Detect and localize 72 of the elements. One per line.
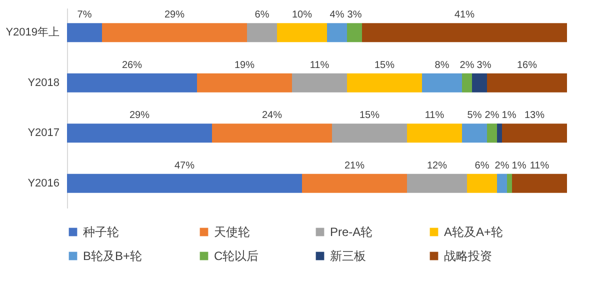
legend-label: B轮及B+轮 bbox=[83, 249, 142, 263]
bar bbox=[212, 124, 332, 143]
bar bbox=[512, 174, 567, 193]
bar bbox=[487, 124, 497, 143]
legend-label: 种子轮 bbox=[83, 225, 119, 239]
data-label: 3% bbox=[347, 10, 362, 21]
bar bbox=[362, 23, 567, 42]
legend-label: Pre-A轮 bbox=[330, 225, 373, 239]
bar bbox=[277, 23, 327, 42]
bar bbox=[67, 23, 102, 42]
legend-label: 天使轮 bbox=[214, 225, 250, 239]
data-label: 4% bbox=[330, 10, 344, 21]
y-tick-label: Y2018 bbox=[28, 76, 60, 89]
bar bbox=[462, 124, 487, 143]
bar bbox=[292, 73, 347, 92]
legend-label: A轮及A+轮 bbox=[444, 225, 504, 239]
data-label: 15% bbox=[359, 110, 380, 122]
data-label: 41% bbox=[454, 10, 475, 21]
data-label: 1% bbox=[502, 110, 516, 122]
bar bbox=[472, 73, 487, 92]
bar bbox=[462, 73, 472, 92]
data-label: 2% bbox=[460, 60, 474, 71]
data-label: 7% bbox=[77, 10, 92, 21]
bar bbox=[67, 73, 197, 92]
bar bbox=[247, 23, 277, 42]
data-label: 26% bbox=[122, 60, 142, 71]
data-label: 6% bbox=[254, 10, 270, 21]
data-label: 1% bbox=[512, 160, 526, 172]
bar bbox=[327, 23, 347, 42]
y-tick-label: Y2016 bbox=[28, 177, 60, 190]
data-label: 11% bbox=[310, 60, 330, 71]
bar bbox=[332, 124, 407, 143]
data-label: 3% bbox=[476, 60, 492, 71]
data-label: 5% bbox=[467, 110, 482, 122]
legend-label: 新三板 bbox=[330, 249, 366, 263]
bar bbox=[102, 23, 247, 42]
bar bbox=[302, 174, 407, 193]
bar bbox=[422, 73, 462, 92]
legend-label: C轮以后 bbox=[214, 249, 259, 263]
bar bbox=[487, 73, 567, 92]
data-label: 8% bbox=[434, 60, 450, 71]
bar bbox=[67, 174, 302, 193]
data-label: 12% bbox=[426, 160, 448, 172]
data-label: 11% bbox=[424, 110, 444, 122]
legend-label: 战略投资 bbox=[444, 249, 492, 263]
data-label: 2% bbox=[494, 160, 510, 172]
data-label: 24% bbox=[262, 110, 282, 122]
y-tick-label: Y2017 bbox=[28, 127, 60, 140]
data-label: 16% bbox=[516, 60, 538, 71]
data-label: 13% bbox=[524, 110, 545, 122]
data-label: 29% bbox=[129, 110, 150, 122]
bar bbox=[507, 174, 512, 193]
bar bbox=[467, 174, 497, 193]
bar bbox=[497, 124, 502, 143]
y-tick-label: Y2019年上 bbox=[6, 26, 60, 39]
bar bbox=[407, 174, 467, 193]
bar bbox=[407, 124, 462, 143]
data-label: 11% bbox=[530, 160, 550, 172]
data-label: 29% bbox=[164, 10, 185, 21]
data-label: 19% bbox=[234, 60, 255, 71]
bar bbox=[67, 124, 212, 143]
data-label: 10% bbox=[292, 10, 312, 21]
bar bbox=[497, 174, 507, 193]
bar bbox=[347, 73, 422, 92]
bar bbox=[502, 124, 567, 143]
data-label: 6% bbox=[474, 160, 490, 172]
data-label: 15% bbox=[374, 60, 395, 71]
data-label: 21% bbox=[344, 160, 365, 172]
data-label: 2% bbox=[484, 110, 500, 122]
bar bbox=[347, 23, 362, 42]
data-label: 47% bbox=[174, 160, 195, 172]
bar bbox=[197, 73, 292, 92]
